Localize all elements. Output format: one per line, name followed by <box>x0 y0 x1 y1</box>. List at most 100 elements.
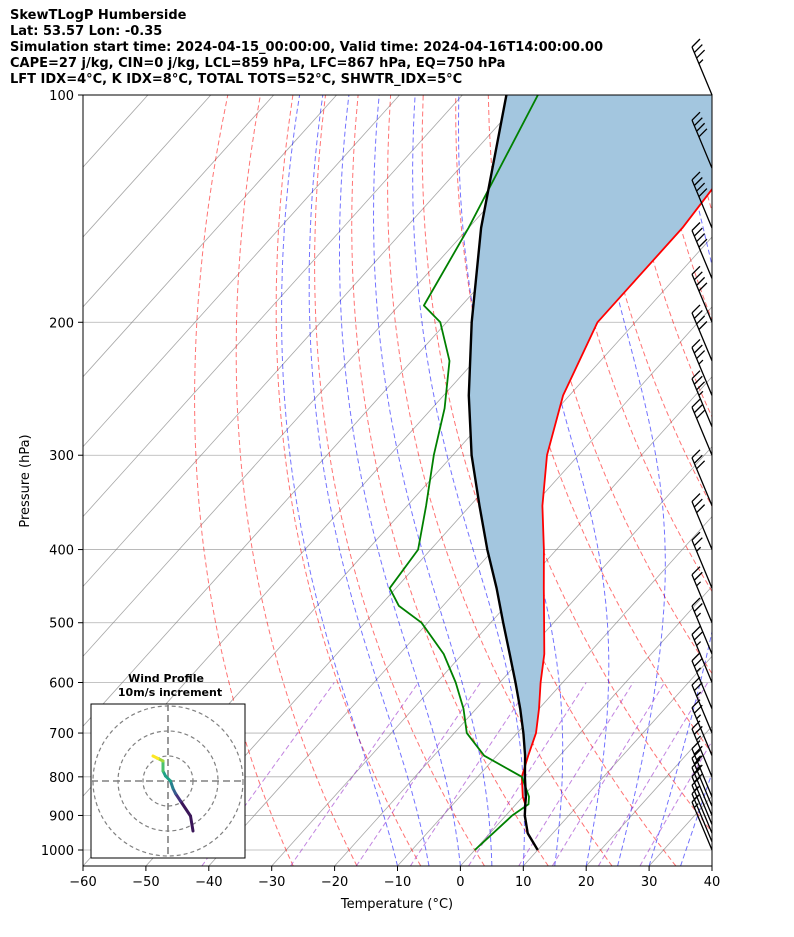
x-axis-label: Temperature (°C) <box>340 897 453 912</box>
hodograph-segment <box>174 792 182 803</box>
wind-barb-flag <box>691 493 701 503</box>
wind-barb-flag <box>696 122 706 132</box>
mixing-ratio-line <box>290 682 419 866</box>
isotherm-line <box>334 446 712 866</box>
isotherm-line <box>460 585 712 866</box>
dry-adiabat-line <box>716 95 794 866</box>
isotherm-line <box>585 725 712 866</box>
x-tick-label: 20 <box>578 875 595 890</box>
wind-barb-flag <box>691 566 701 576</box>
dry-adiabat-line <box>520 95 712 675</box>
y-tick-label: 800 <box>49 771 74 786</box>
y-tick-label: 700 <box>49 727 74 742</box>
moist-adiabat-line <box>744 95 794 866</box>
indices-line-2: LFT IDX=4°C, K IDX=8°C, TOTAL TOTS=52°C,… <box>10 72 463 87</box>
wind-barb-half-flag <box>696 667 702 673</box>
wind-barb <box>691 111 713 169</box>
wind-barb-half-flag <box>698 390 704 396</box>
x-tick-label: −60 <box>69 875 96 890</box>
wind-barb-flag <box>693 375 703 385</box>
wind-barb-staff <box>691 312 713 362</box>
moist-adiabat-line <box>680 771 712 866</box>
x-tick-label: −20 <box>321 875 348 890</box>
x-tick-label: 10 <box>515 875 532 890</box>
x-tick-label: 30 <box>641 875 658 890</box>
wind-barb-flag <box>691 531 701 541</box>
mixing-ratio-line <box>597 682 709 866</box>
wind-barb <box>691 449 713 507</box>
wind-barb-staff <box>691 707 713 756</box>
y-tick-label: 100 <box>49 89 74 104</box>
isotherm-line <box>83 95 337 378</box>
wind-barb-staff <box>691 274 713 323</box>
wind-barb <box>691 370 713 427</box>
x-tick-label: −40 <box>195 875 222 890</box>
cape-shading <box>468 95 712 797</box>
wind-barb-flag <box>696 315 706 325</box>
wind-barb-flag <box>691 222 701 231</box>
indices-line-1: CAPE=27 j/kg, CIN=0 j/kg, LCL=859 hPa, L… <box>10 56 506 71</box>
wind-barb-staff <box>691 574 713 623</box>
wind-barb-half-flag <box>693 794 699 800</box>
wind-barb-flag <box>696 49 706 59</box>
wind-barb-flag <box>691 449 701 459</box>
dry-adiabat-line <box>585 95 712 508</box>
hodograph-segment <box>189 814 195 833</box>
isotherm-line <box>208 306 712 866</box>
dry-adiabat-line <box>314 95 485 866</box>
wind-barb-flag <box>693 764 703 774</box>
wind-barb-flag <box>693 755 703 765</box>
wind-barb-staff <box>691 793 713 842</box>
wind-barb-flag <box>691 111 701 121</box>
wind-barb-staff <box>691 230 713 279</box>
wind-barb-staff <box>691 406 713 456</box>
wind-barb-flag <box>693 631 703 641</box>
wind-barb-half-flag <box>696 764 702 770</box>
y-tick-label: 300 <box>49 449 74 464</box>
wind-barb-flag <box>698 128 708 138</box>
wind-barb-staff <box>691 634 713 683</box>
wind-barb-flag <box>691 740 701 750</box>
wind-barb-staff <box>691 757 713 807</box>
wind-barb-flag <box>691 38 701 48</box>
time-line: Simulation start time: 2024-04-15_00:00:… <box>10 40 603 55</box>
wind-barb-flag <box>693 117 703 127</box>
wind-barb-staff <box>691 119 713 169</box>
wind-barb-flag <box>691 398 701 408</box>
wind-barb <box>691 758 713 816</box>
moist-adiabat-line <box>281 95 398 866</box>
y-tick-label: 600 <box>49 677 74 692</box>
wind-barb <box>691 398 713 456</box>
wind-barb-half-flag <box>696 546 702 552</box>
hodograph-plot <box>91 704 245 858</box>
wind-barb-flag <box>696 233 706 243</box>
wind-barb-flag <box>691 626 701 635</box>
dry-adiabat-line <box>351 95 549 866</box>
wind-barb <box>691 265 713 323</box>
wind-barb-half-flag <box>698 59 704 65</box>
wind-barb-staff <box>691 605 713 655</box>
mixing-ratio-line <box>551 682 666 866</box>
moist-adiabat-line <box>372 95 493 866</box>
wind-barb-staff <box>691 801 713 851</box>
wind-barb <box>691 749 713 807</box>
isotherm-line <box>83 95 274 308</box>
wind-barb-flag <box>693 44 703 53</box>
isotherm-line <box>83 95 526 588</box>
y-tick-label: 1000 <box>41 844 74 859</box>
wind-barb <box>691 338 713 396</box>
moist-adiabat-line <box>648 95 712 866</box>
hodograph-segment <box>179 799 192 818</box>
wind-barb-staff <box>691 784 713 834</box>
wind-barb-flag <box>698 321 708 330</box>
hodograph-segment <box>151 754 160 760</box>
wind-barb <box>691 493 713 550</box>
isotherm-line <box>83 95 212 238</box>
wind-barb-flag <box>693 454 703 464</box>
wind-barb-half-flag <box>696 641 702 647</box>
mixing-ratio-line <box>201 682 335 866</box>
wind-barb-flag <box>691 758 701 768</box>
wind-barb <box>691 531 713 589</box>
wind-barb-staff <box>691 776 713 825</box>
wind-barb-flag <box>691 304 701 314</box>
